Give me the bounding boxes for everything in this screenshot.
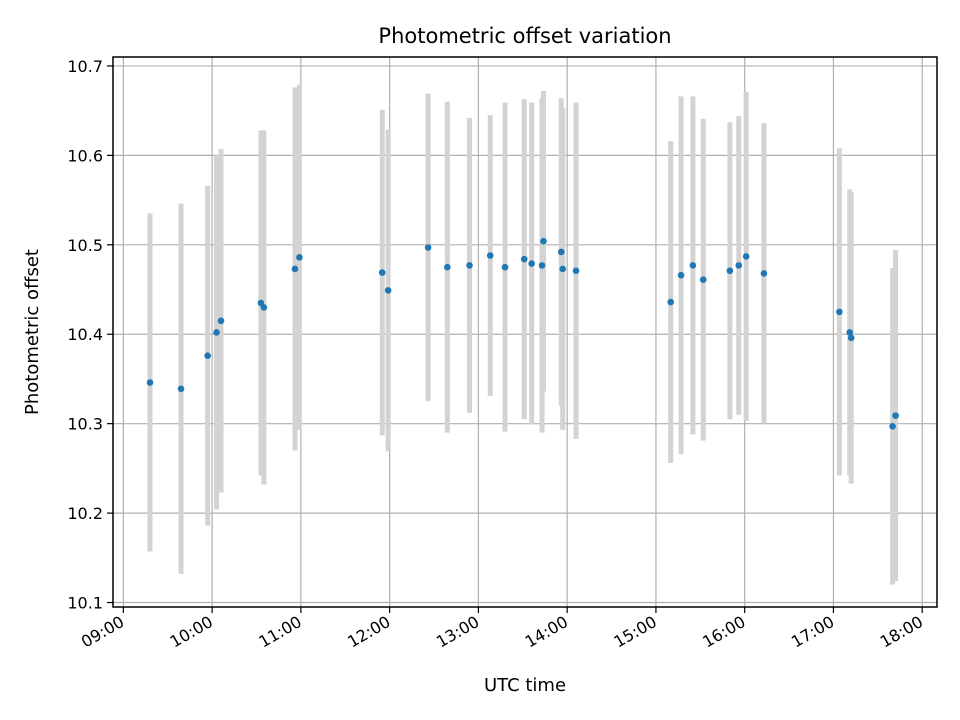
data-point <box>559 265 567 273</box>
data-point <box>486 252 494 259</box>
data-point <box>572 267 580 275</box>
plot-frame <box>112 56 938 608</box>
data-point <box>836 308 843 316</box>
data-point <box>557 248 565 256</box>
data-point <box>217 317 225 325</box>
data-point <box>177 385 185 393</box>
data-point <box>699 276 707 283</box>
data-point <box>424 244 432 251</box>
data-point <box>677 271 685 279</box>
data-point <box>384 287 392 294</box>
chart-title: Photometric offset variation <box>378 24 671 48</box>
data-point <box>689 262 697 269</box>
data-point <box>296 254 303 261</box>
y-tick-label: 10.7 <box>67 57 103 76</box>
data-point <box>146 379 154 386</box>
y-tick-label: 10.5 <box>67 236 103 255</box>
data-point <box>528 260 535 267</box>
y-tick-label: 10.2 <box>67 504 103 523</box>
y-tick-label: 10.4 <box>67 325 103 344</box>
data-point <box>846 329 854 336</box>
data-point <box>291 265 299 273</box>
data-point <box>213 329 220 336</box>
x-axis-title: UTC time <box>484 675 566 696</box>
y-axis-title: Photometric offset <box>22 249 43 415</box>
data-point <box>540 237 547 245</box>
data-point <box>847 334 855 342</box>
data-point <box>667 298 675 306</box>
data-point <box>742 253 750 260</box>
data-point <box>760 270 768 277</box>
data-point <box>501 263 509 271</box>
data-point <box>204 352 211 359</box>
data-point <box>378 269 386 276</box>
data-point <box>260 304 268 311</box>
data-point <box>735 262 743 269</box>
data-point <box>889 423 896 430</box>
data-point <box>538 262 546 269</box>
data-point <box>726 267 734 275</box>
y-axis-ticks: 10.1 10.2 10.3 10.4 10.5 10.6 10.7 <box>67 57 113 613</box>
data-points <box>146 237 899 430</box>
data-point <box>520 255 528 263</box>
data-point <box>444 263 451 271</box>
data-point <box>466 262 473 269</box>
y-tick-label: 10.3 <box>67 415 103 434</box>
y-tick-label: 10.6 <box>67 146 103 165</box>
y-tick-label: 10.1 <box>67 594 103 613</box>
data-point <box>892 412 899 419</box>
